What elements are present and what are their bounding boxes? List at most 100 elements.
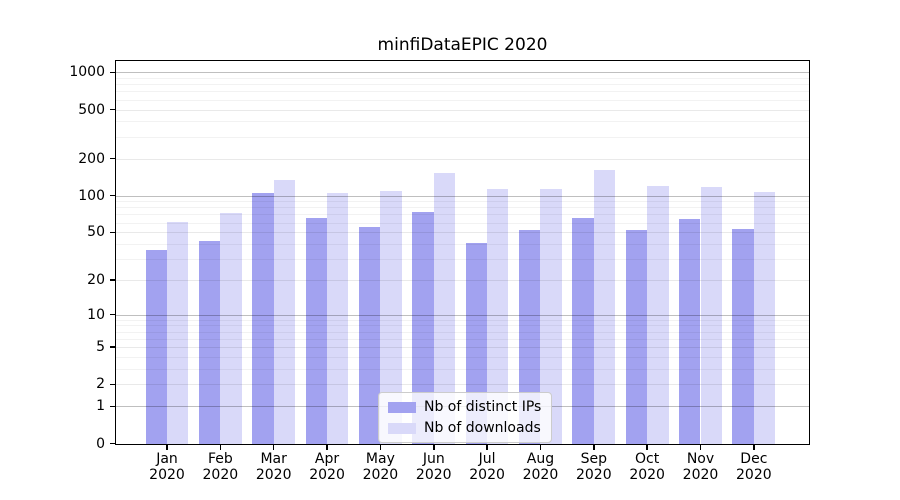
legend-label-nb-of-distinct-ips: Nb of distinct IPs	[424, 399, 542, 415]
x-axis-tick-oct	[646, 445, 648, 450]
legend-swatch-nb-of-distinct-ips	[388, 401, 416, 413]
gridline-2	[115, 384, 810, 386]
x-axis-tick-label-feb: Feb 2020	[202, 451, 239, 483]
x-axis-tick-sep	[593, 445, 595, 450]
x-axis-tick-label-nov: Nov 2020	[682, 451, 719, 483]
y-axis-tick-label-5: 5	[96, 339, 105, 356]
bar-nb-of-downloads-jan	[167, 221, 189, 445]
bar-nb-of-distinct-ips-may	[359, 227, 381, 445]
x-axis-tick-label-jun: Jun 2020	[415, 451, 452, 483]
legend: Nb of distinct IPs Nb of downloads	[378, 392, 553, 443]
bar-nb-of-distinct-ips-dec	[732, 229, 754, 445]
bar-nb-of-distinct-ips-aug	[519, 230, 541, 445]
y-axis-tick-5	[110, 346, 115, 348]
bar-nb-of-distinct-ips-apr	[305, 218, 328, 445]
x-axis-tick-jul	[486, 445, 488, 450]
x-axis-tick-apr	[326, 445, 328, 450]
y-axis-tick-label-50: 50	[87, 224, 105, 241]
gridline-7	[115, 331, 810, 333]
x-axis-tick-aug	[539, 445, 542, 450]
bar-nb-of-downloads-oct	[647, 185, 669, 445]
x-axis-tick-jan	[166, 445, 168, 450]
x-axis-tick-label-may: May 2020	[362, 451, 399, 483]
y-axis-tick-10	[110, 313, 115, 316]
gridline-30	[115, 259, 810, 261]
gridline-40	[115, 243, 810, 245]
bar-nb-of-distinct-ips-mar	[252, 192, 274, 445]
gridline-200	[115, 158, 810, 160]
y-axis-tick-50	[110, 231, 115, 234]
bar-nb-of-downloads-aug	[540, 189, 562, 445]
x-axis-tick-feb	[219, 445, 222, 450]
bar-nb-of-distinct-ips-feb	[198, 241, 221, 445]
x-axis-tick-label-dec: Dec 2020	[736, 451, 772, 483]
bar-nb-of-downloads-dec	[753, 191, 776, 445]
bars-layer	[115, 60, 810, 445]
x-axis-tick-label-aug: Aug 2020	[522, 451, 559, 483]
legend-label-nb-of-downloads: Nb of downloads	[424, 420, 541, 436]
bar-nb-of-downloads-jul	[487, 188, 509, 445]
x-axis-tick-jun	[433, 445, 435, 450]
legend-item-nb-of-distinct-ips: Nb of distinct IPs	[388, 399, 541, 415]
bar-nb-of-distinct-ips-oct	[625, 230, 648, 445]
x-axis-tick-dec	[753, 445, 755, 450]
gridline-6	[115, 338, 810, 340]
legend-item-nb-of-downloads: Nb of downloads	[388, 420, 541, 436]
y-axis-tick-1	[110, 405, 115, 407]
gridline-4	[115, 357, 810, 359]
y-axis-tick-label-200: 200	[78, 150, 105, 167]
y-axis-tick-label-20: 20	[87, 271, 105, 288]
x-axis-tick-label-mar: Mar 2020	[255, 451, 292, 483]
y-axis-tick-0	[110, 442, 115, 445]
y-axis-tick-200	[110, 157, 115, 160]
y-axis-tick-2	[110, 383, 115, 386]
gridline-10	[115, 314, 810, 316]
x-axis-tick-may	[379, 445, 382, 450]
gridline-100	[115, 195, 810, 197]
y-axis-tick-1000	[110, 71, 115, 74]
bar-nb-of-distinct-ips-jun	[412, 211, 434, 445]
bar-nb-of-distinct-ips-jan	[145, 249, 167, 445]
bar-nb-of-downloads-jun	[433, 172, 456, 445]
legend-swatch-nb-of-downloads	[388, 422, 416, 434]
y-axis-tick-500	[110, 108, 115, 111]
bar-nb-of-downloads-apr	[327, 192, 349, 445]
y-axis-tick-label-500: 500	[78, 101, 105, 118]
gridline-300	[115, 136, 810, 138]
x-axis-tick-mar	[272, 445, 275, 450]
gridline-50	[115, 232, 810, 234]
bar-nb-of-distinct-ips-sep	[572, 217, 594, 445]
gridline-90	[115, 201, 810, 203]
bar-nb-of-downloads-feb	[220, 213, 242, 445]
gridline-70	[115, 214, 810, 216]
x-axis-tick-label-jul: Jul 2020	[469, 451, 505, 483]
x-axis-tick-nov	[699, 445, 702, 450]
chart-title: minfiDataEPIC 2020	[377, 35, 548, 55]
y-axis-tick-label-2: 2	[96, 376, 105, 393]
y-axis-tick-label-0: 0	[96, 435, 105, 452]
plot-area	[115, 60, 810, 445]
gridline-9	[115, 319, 810, 321]
y-axis-tick-100	[110, 194, 115, 197]
gridline-3	[115, 369, 810, 371]
gridline-60	[115, 222, 810, 224]
gridline-800	[115, 84, 810, 86]
gridline-400	[115, 121, 810, 123]
grid-layer	[115, 60, 810, 445]
y-axis-tick-label-1: 1	[96, 398, 105, 415]
gridline-20	[115, 279, 810, 281]
gridline-700	[115, 91, 810, 93]
gridline-8	[115, 325, 810, 327]
gridline-5	[115, 347, 810, 349]
gridline-1000	[115, 72, 810, 74]
x-axis-tick-label-sep: Sep 2020	[575, 451, 612, 483]
bar-nb-of-downloads-mar	[273, 179, 296, 445]
gridline-500	[115, 109, 810, 111]
bar-nb-of-downloads-may	[380, 190, 402, 445]
gridline-80	[115, 207, 810, 209]
bar-nb-of-distinct-ips-nov	[679, 219, 701, 445]
gridline-900	[115, 78, 810, 79]
x-axis-tick-label-jan: Jan 2020	[149, 451, 185, 483]
